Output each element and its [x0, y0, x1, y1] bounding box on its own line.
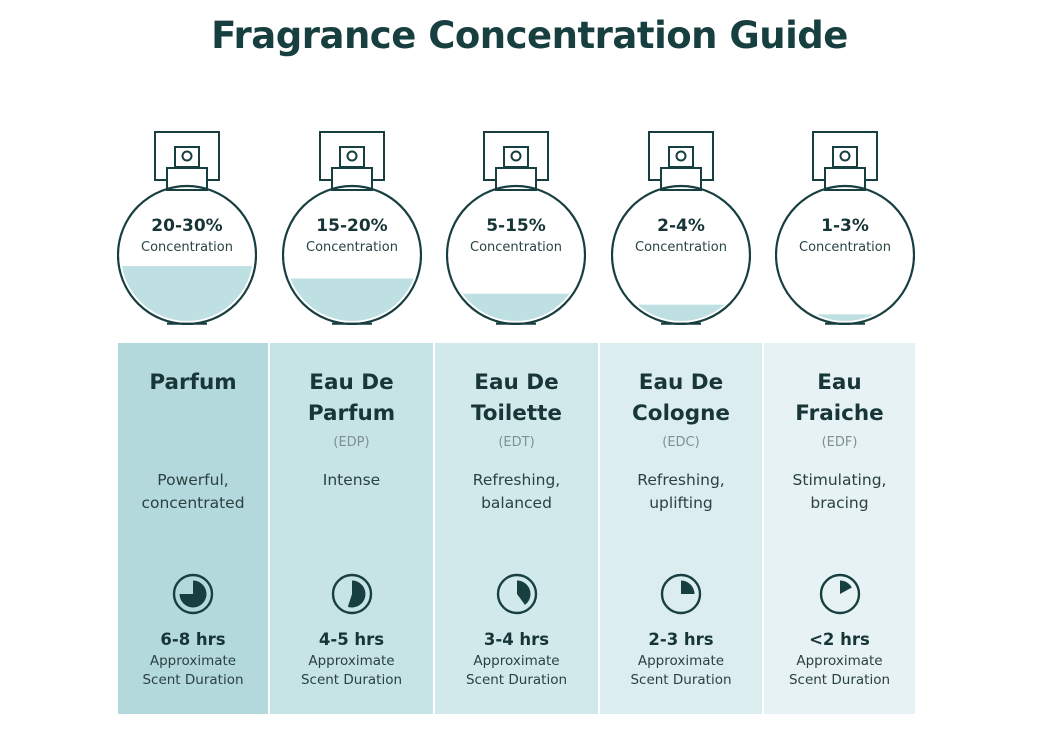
bottle-eau-de-cologne: 2-4% Concentration [611, 130, 751, 325]
fragrance-name-line: Eau De [474, 370, 559, 395]
duration-label-line: Scent Duration [630, 672, 732, 688]
fragrance-abbreviation: (EDF) [821, 435, 858, 450]
scent-duration-value: 4-5 hrs [318, 630, 385, 649]
concentration-value: 15-20% [316, 216, 388, 236]
description-line: bracing [810, 494, 869, 512]
fragrance-name-line: Fraiche [795, 401, 884, 426]
scent-duration-value: 2-3 hrs [648, 630, 714, 649]
fragrance-name: Parfum [118, 367, 268, 398]
bottle-outline-icon [282, 131, 422, 325]
liquid-level [450, 293, 582, 321]
fragrance-description: Stimulating, bracing [764, 469, 915, 515]
concentration-label: Concentration [306, 240, 398, 255]
scent-duration-label: Approximate Scent Duration [435, 652, 598, 690]
fragrance-name: Eau De Toilette [435, 367, 598, 429]
bottle-outline-icon [117, 131, 257, 325]
fragrance-abbreviation: (EDC) [662, 435, 700, 450]
fragrance-name-line: Parfum [149, 370, 237, 395]
duration-label-line: Approximate [149, 653, 237, 669]
scent-duration-value: <2 hrs [809, 630, 870, 649]
bottle-eau-fraiche: 1-3% Concentration [775, 130, 915, 325]
clock-pie-icon [171, 572, 215, 616]
card-eau-de-toilette: Eau De Toilette (EDT) Refreshing, balanced 3-… [435, 343, 598, 714]
description-line: Refreshing, [637, 471, 725, 489]
scent-duration-value: 6-8 hrs [160, 630, 226, 649]
bottle-outline-icon [611, 131, 751, 325]
scent-duration-label: Approximate Scent Duration [764, 652, 915, 690]
liquid-level [286, 278, 418, 321]
description-line: Intense [322, 471, 381, 489]
bottle-parfum: 20-30% Concentration [117, 130, 257, 325]
duration-label-line: Approximate [796, 653, 883, 669]
concentration-value: 1-3% [821, 216, 869, 236]
fragrance-name: Eau De Parfum [270, 367, 433, 429]
card-parfum: Parfum Powerful, concentrated 6-8 hrs Approx… [118, 343, 268, 714]
fragrance-name-line: Cologne [632, 401, 730, 426]
card-eau-de-cologne: Eau De Cologne (EDC) Refreshing, uplifting 2-… [600, 343, 762, 714]
fragrance-name-line: Eau De [309, 370, 394, 395]
fragrance-name-line: Eau [817, 370, 862, 395]
description-line: Refreshing, [472, 471, 561, 489]
description-line: Powerful, [157, 471, 229, 489]
fragrance-name-line: Toilette [470, 401, 563, 426]
concentration-value: 2-4% [657, 216, 705, 236]
fragrance-description: Refreshing, uplifting [600, 469, 762, 515]
duration-label-line: Approximate [637, 653, 725, 669]
clock-pie-icon [330, 572, 374, 616]
duration-label-line: Approximate [308, 653, 395, 669]
bottle-outline-icon [775, 131, 915, 325]
bottle-eau-de-toilette: 5-15% Concentration [446, 130, 586, 325]
scent-duration-label: Approximate Scent Duration [118, 652, 268, 690]
card-eau-de-parfum: Eau De Parfum (EDP) Intense 4-5 hrs Approxima… [270, 343, 433, 714]
description-line: uplifting [649, 494, 713, 512]
concentration-label: Concentration [141, 240, 233, 255]
concentration-value: 5-15% [486, 216, 546, 236]
fragrance-abbreviation: (EDT) [498, 435, 535, 450]
fragrance-abbreviation: (EDP) [333, 435, 370, 450]
scent-duration-label: Approximate Scent Duration [600, 652, 762, 690]
clock-pie-icon [495, 572, 539, 616]
clock-pie-icon [818, 572, 862, 616]
page-title: Fragrance Concentration Guide [211, 14, 848, 57]
fragrance-name: Eau De Cologne [600, 367, 762, 429]
bottle-outline-icon [446, 131, 586, 325]
concentration-value: 20-30% [151, 216, 223, 236]
duration-label-line: Scent Duration [300, 672, 403, 688]
fragrance-description: Powerful, concentrated [118, 469, 268, 515]
liquid-level [615, 304, 747, 321]
card-eau-fraiche: Eau Fraiche (EDF) Stimulating, bracing <2 hrs… [764, 343, 915, 714]
duration-label-line: Scent Duration [788, 672, 891, 688]
duration-label-line: Approximate [473, 653, 560, 669]
clock-pie-icon [659, 572, 703, 616]
description-line: Stimulating, [792, 471, 887, 489]
scent-duration-label: Approximate Scent Duration [270, 652, 433, 690]
concentration-label: Concentration [799, 240, 891, 255]
bottle-eau-de-parfum: 15-20% Concentration [282, 130, 422, 325]
duration-label-line: Scent Duration [465, 672, 568, 688]
fragrance-name: Eau Fraiche [764, 367, 915, 429]
fragrance-description: Intense [270, 469, 433, 492]
concentration-label: Concentration [470, 240, 562, 255]
concentration-label: Concentration [635, 240, 727, 255]
fragrance-name-line: Eau De [638, 370, 724, 395]
liquid-level [779, 314, 911, 321]
liquid-level [121, 266, 253, 321]
description-line: concentrated [141, 494, 245, 512]
duration-label-line: Scent Duration [142, 672, 244, 688]
scent-duration-value: 3-4 hrs [483, 630, 550, 649]
description-line: balanced [481, 494, 552, 512]
fragrance-description: Refreshing, balanced [435, 469, 598, 515]
fragrance-name-line: Parfum [307, 401, 396, 426]
